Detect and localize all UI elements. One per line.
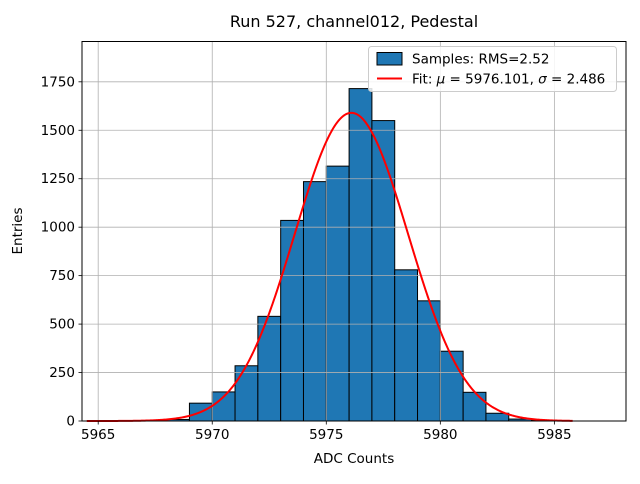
histogram-bar (462, 391, 487, 422)
histogram-bar (485, 412, 510, 422)
histogram-bar (234, 365, 259, 422)
y-tick-label: 0 (66, 414, 75, 430)
y-tick-label: 1750 (41, 74, 75, 90)
y-tick-label: 500 (49, 317, 75, 333)
x-tick-label: 5970 (195, 427, 229, 443)
legend: Samples: RMS=2.52 Fit: μ = 5976.101, σ =… (368, 46, 617, 92)
gaussian-fit-curve (86, 111, 573, 422)
histogram-bar (302, 181, 327, 422)
legend-samples-swatch (376, 52, 403, 66)
x-axis-label: ADC Counts (314, 451, 394, 467)
legend-fit-label: Fit: μ = 5976.101, σ = 2.486 (412, 72, 605, 88)
x-tick-label: 5980 (423, 427, 457, 443)
histogram-bar (394, 269, 419, 422)
histogram-bar (417, 300, 441, 422)
x-tick-label: 5975 (309, 427, 343, 443)
histogram-bar (371, 120, 396, 422)
legend-samples-label: Samples: RMS=2.52 (412, 52, 549, 68)
chart-title: Run 527, channel012, Pedestal (230, 12, 478, 31)
histogram-bar (280, 219, 304, 422)
y-tick-label: 750 (49, 268, 75, 284)
x-tick-label: 5965 (81, 427, 115, 443)
y-tick-label: 1000 (41, 220, 75, 236)
y-tick-label: 250 (49, 365, 75, 381)
y-tick-label: 1250 (41, 171, 75, 187)
legend-frame (368, 46, 617, 92)
histogram-bars-group (166, 88, 555, 422)
histogram-bar (348, 88, 373, 422)
y-tick-label: 1500 (41, 123, 75, 139)
x-tick-label: 5985 (537, 427, 571, 443)
grid-group (82, 41, 626, 422)
plot-frame (81, 41, 627, 422)
histogram-bar (439, 350, 464, 422)
y-axis-label: Entries (10, 207, 26, 254)
histogram-bar (325, 165, 350, 422)
axis-ticks-group: 5965 5970 5975 5980 5985 0 250 500 750 1000 1250 15… (41, 74, 572, 443)
